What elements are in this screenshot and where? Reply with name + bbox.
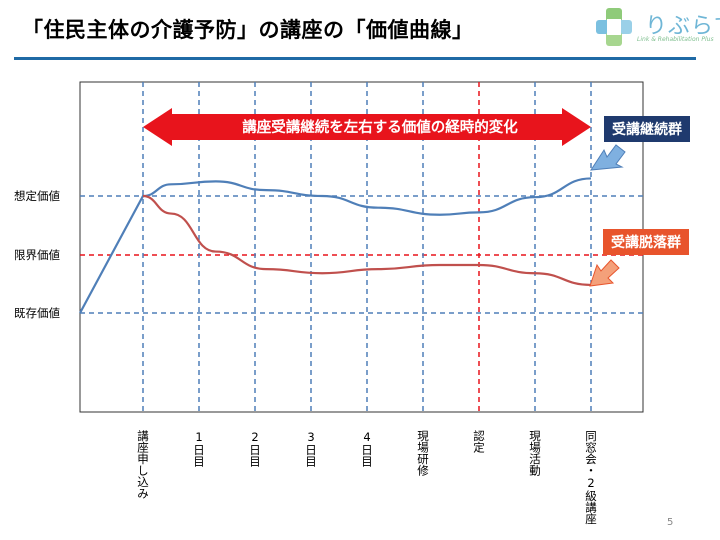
x-stage-label: 現場研修 (416, 430, 430, 476)
slide-title: 「住民主体の介護予防」の講座の「価値曲線」 (22, 18, 474, 42)
x-stage-label: 認定 (472, 430, 486, 453)
y-level-label: 限界価値 (14, 248, 60, 262)
page-number: 5 (667, 517, 674, 528)
logo-subtext: Link & Rehabilitation Plus (637, 36, 714, 43)
callout-arrow-continuation (590, 144, 626, 171)
logo-icon (596, 8, 632, 46)
x-stage-label: 現場活動 (528, 430, 542, 476)
x-stage-label: 3日目 (304, 430, 318, 467)
y-level-label: 想定価値 (14, 189, 60, 203)
title-rule (14, 57, 696, 60)
y-level-label: 既存価値 (14, 306, 60, 320)
x-stage-label: 1日目 (192, 430, 206, 467)
banner-arrow (143, 108, 591, 146)
chart-curves (79, 177, 592, 314)
series-line-1 (142, 194, 592, 287)
banner-text: 講座受講継続を左右する価値の経時的変化 (242, 120, 518, 136)
x-stage-label: 2日目 (248, 430, 262, 467)
logo-text: りぶらす (645, 14, 720, 39)
x-stage-label: 講座申し込み (136, 430, 150, 499)
callout-continuation-group: 受講継続群 (604, 116, 690, 142)
callout-arrow-dropout (589, 259, 620, 287)
x-stage-label: 4日目 (360, 430, 374, 467)
callout-dropout-group: 受講脱落群 (603, 229, 689, 255)
callout-arrows (589, 144, 626, 287)
x-stage-label: 同窓会・2級講座 (584, 430, 598, 525)
series-line-0 (79, 177, 592, 314)
banner-arrow-shape (143, 108, 591, 146)
